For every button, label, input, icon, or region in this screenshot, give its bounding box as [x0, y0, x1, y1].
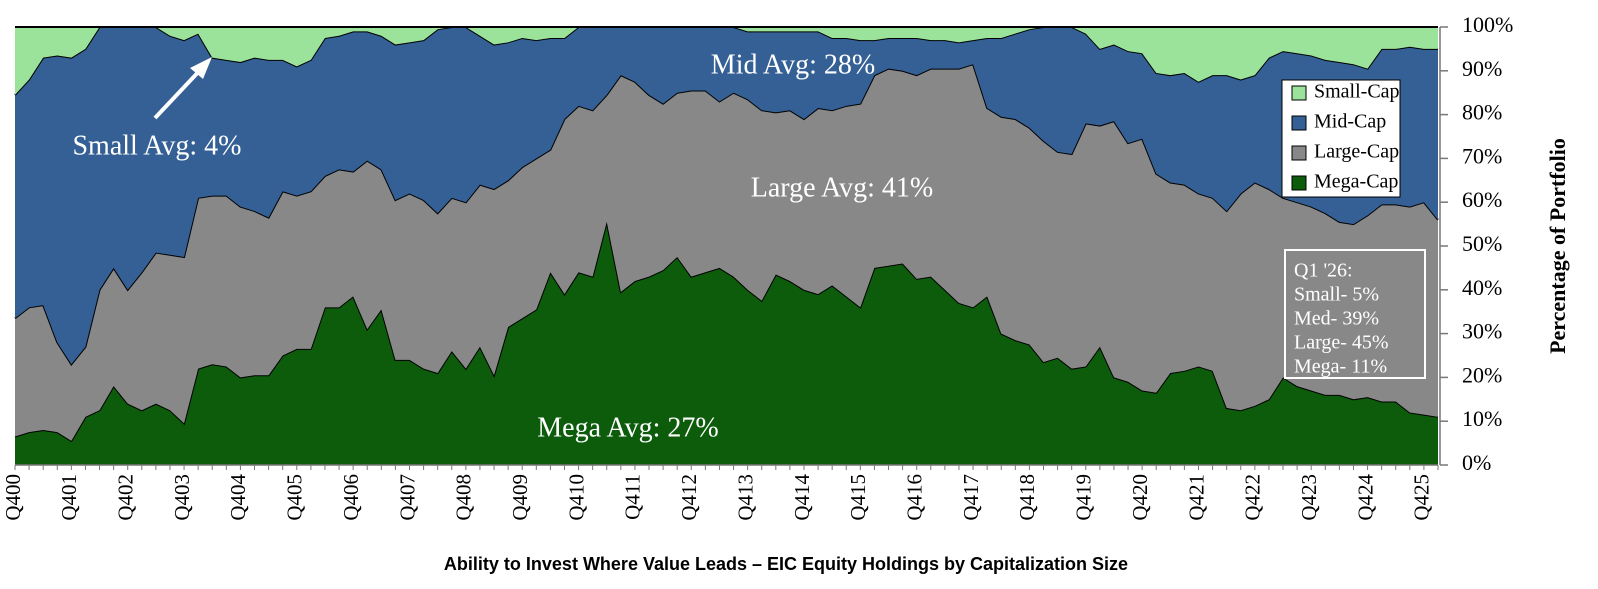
note-line: Large- 45% [1294, 332, 1389, 354]
legend-swatch [1291, 175, 1307, 191]
y-tick-label: 0% [1462, 450, 1491, 475]
x-tick-label: Q408 [452, 474, 476, 521]
x-tick-label: Q406 [339, 474, 363, 521]
x-tick-label: Q413 [733, 474, 757, 521]
legend-label: Small-Cap [1314, 81, 1400, 103]
x-tick-label: Q417 [959, 474, 983, 521]
legend-label: Mid-Cap [1314, 111, 1386, 133]
annotation: Large Avg: 41% [751, 172, 933, 203]
legend-label: Mega-Cap [1314, 171, 1398, 193]
note-line: Small- 5% [1294, 284, 1379, 306]
x-tick-label: Q422 [1241, 474, 1265, 521]
y-tick-label: 20% [1462, 362, 1502, 387]
legend: Small-Cap Mid-Cap Large-Cap Mega-Cap [1281, 79, 1401, 198]
y-tick-label: 70% [1462, 143, 1502, 168]
x-tick-label: Q415 [846, 474, 870, 521]
arrow-shaft [153, 64, 206, 120]
annotation: Small Avg: 4% [72, 130, 241, 161]
area [15, 64, 1438, 441]
annotation: Mega Avg: 27% [537, 412, 718, 443]
legend-swatch [1291, 115, 1307, 131]
y-tick-label: 50% [1462, 231, 1502, 256]
legend-swatch [1291, 85, 1307, 101]
area [15, 27, 1438, 365]
x-tick-label: Q416 [903, 474, 927, 521]
x-tick-label: Q411 [621, 474, 645, 520]
y-tick-label: 90% [1462, 56, 1502, 81]
x-tick-label: Q414 [790, 474, 814, 521]
note-line: Med- 39% [1294, 308, 1379, 330]
x-tick-label: Q403 [170, 474, 194, 521]
note-box [1284, 249, 1426, 379]
note-line: Mega- 11% [1294, 356, 1387, 378]
x-tick-label: Q410 [564, 474, 588, 521]
x-tick-label: Q404 [226, 474, 250, 521]
annotation: Mid Avg: 28% [711, 49, 875, 80]
x-tick-label: Q425 [1410, 474, 1434, 521]
legend-label: Large-Cap [1314, 141, 1399, 163]
note-line: Q1 '26: [1294, 260, 1353, 282]
legend-swatch [1291, 145, 1307, 161]
y-tick-label: 60% [1462, 187, 1502, 212]
x-tick-label: Q412 [677, 474, 701, 521]
y-axis-label: Percentage of Portfolio [1545, 138, 1570, 354]
x-tick-label: Q405 [283, 474, 307, 521]
chart-title: Ability to Invest Where Value Leads – EI… [444, 554, 1128, 574]
x-tick-label: Q407 [395, 474, 419, 521]
y-tick-label: 100% [1462, 12, 1513, 37]
y-tick-label: 80% [1462, 100, 1502, 125]
area [15, 221, 1438, 465]
y-tick-label: 40% [1462, 275, 1502, 300]
x-tick-label: Q424 [1353, 474, 1377, 521]
x-tick-label: Q419 [1072, 474, 1096, 521]
arrow-head [190, 57, 212, 79]
x-tick-label: Q423 [1297, 474, 1321, 521]
x-tick-label: Q402 [114, 474, 138, 521]
x-tick-label: Q400 [1, 474, 25, 521]
y-tick-label: 10% [1462, 406, 1502, 431]
x-tick-label: Q409 [508, 474, 532, 521]
x-tick-label: Q420 [1128, 474, 1152, 521]
x-tick-label: Q418 [1015, 474, 1039, 521]
x-tick-label: Q401 [57, 474, 81, 521]
area [15, 27, 1438, 95]
y-tick-label: 30% [1462, 319, 1502, 344]
x-tick-label: Q421 [1184, 474, 1208, 521]
